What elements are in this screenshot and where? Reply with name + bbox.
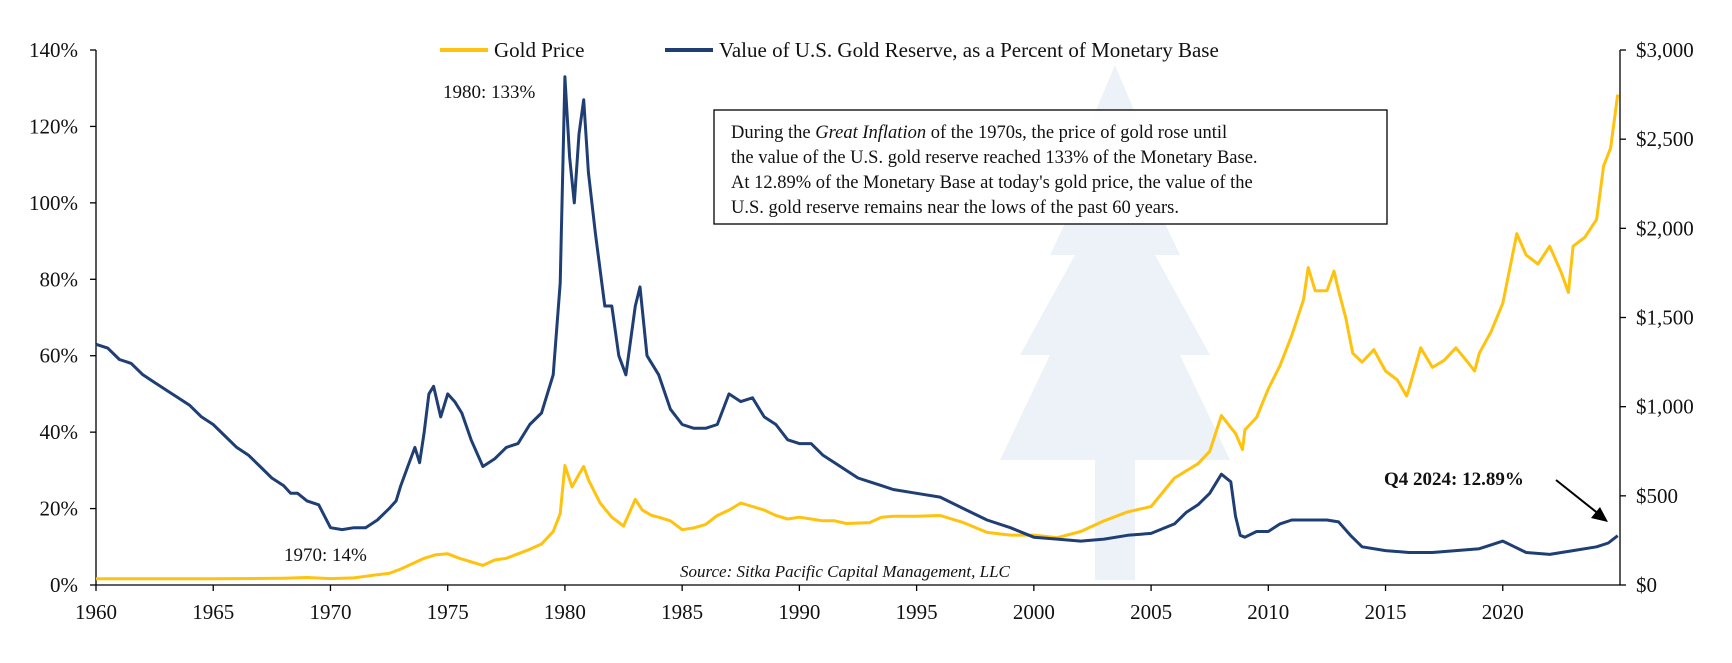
- note-box: During the Great Inflation of the 1970s,…: [713, 109, 1388, 225]
- x-tick-label: 2015: [1365, 600, 1407, 624]
- source-note: Source: Sitka Pacific Capital Management…: [680, 562, 1011, 581]
- right-axis-ticks: $0 $500 $1,000 $1,500 $2,000 $2,500 $3,000: [1636, 38, 1694, 597]
- legend-label-gold-price: Gold Price: [494, 38, 584, 62]
- x-tick-label: 1975: [427, 600, 469, 624]
- x-tick-label: 1960: [75, 600, 117, 624]
- x-tick-label: 1995: [896, 600, 938, 624]
- left-tick-label: 140%: [29, 38, 78, 62]
- legend-label-gold-reserve: Value of U.S. Gold Reserve, as a Percent…: [719, 38, 1219, 62]
- right-tick-label: $1,500: [1636, 306, 1694, 330]
- right-tick-label: $3,000: [1636, 38, 1694, 62]
- x-tick-label: 1980: [544, 600, 586, 624]
- series-line-gold-price: [96, 94, 1620, 581]
- x-axis-ticks: 1960 1965 1970 1975 1980 1985 1990 1995 2000 2005…: [75, 600, 1524, 624]
- legend: Gold Price Value of U.S. Gold Reserve, a…: [440, 38, 1219, 62]
- x-tick-label: 2010: [1247, 600, 1289, 624]
- annotation-arrow-icon: [1555, 479, 1608, 522]
- left-tick-label: 100%: [29, 191, 78, 215]
- annotation-1980-peak: 1980: 133%: [443, 82, 536, 103]
- left-axis-ticks: 0% 20% 40% 60% 80% 100% 120% 140%: [29, 38, 78, 597]
- x-tick-label: 1970: [309, 600, 351, 624]
- left-tick-label: 80%: [40, 267, 79, 291]
- x-tick-label: 2000: [1013, 600, 1055, 624]
- right-tick-label: $500: [1636, 484, 1678, 508]
- series-line-gold-reserve-percent: [95, 75, 1619, 556]
- left-tick-label: 0%: [50, 573, 78, 597]
- x-tick-label: 2005: [1130, 600, 1172, 624]
- right-tick-label: $1,000: [1636, 395, 1694, 419]
- x-tick-label: 2020: [1482, 600, 1524, 624]
- right-tick-label: $2,500: [1636, 127, 1694, 151]
- left-tick-label: 60%: [40, 344, 79, 368]
- tick-marks: [90, 49, 1626, 591]
- annotation-1970-low: 1970: 14%: [284, 545, 367, 566]
- left-tick-label: 20%: [40, 497, 79, 521]
- left-tick-label: 120%: [29, 114, 78, 138]
- note-line-4: U.S. gold reserve remains near the lows …: [731, 198, 1179, 218]
- annotation-q4-2024: Q4 2024: 12.89%: [1384, 469, 1524, 490]
- watermark-tree-icon: [1000, 65, 1230, 580]
- note-line-3: At 12.89% of the Monetary Base at today'…: [731, 173, 1253, 193]
- note-line-1: During the Great Inflation of the 1970s,…: [731, 123, 1227, 143]
- x-tick-label: 1965: [192, 600, 234, 624]
- right-tick-label: $0: [1636, 573, 1657, 597]
- note-line-2: the value of the U.S. gold reserve reach…: [731, 148, 1258, 168]
- left-tick-label: 40%: [40, 420, 79, 444]
- x-tick-label: 1985: [661, 600, 703, 624]
- right-tick-label: $2,000: [1636, 216, 1694, 240]
- x-tick-label: 1990: [778, 600, 820, 624]
